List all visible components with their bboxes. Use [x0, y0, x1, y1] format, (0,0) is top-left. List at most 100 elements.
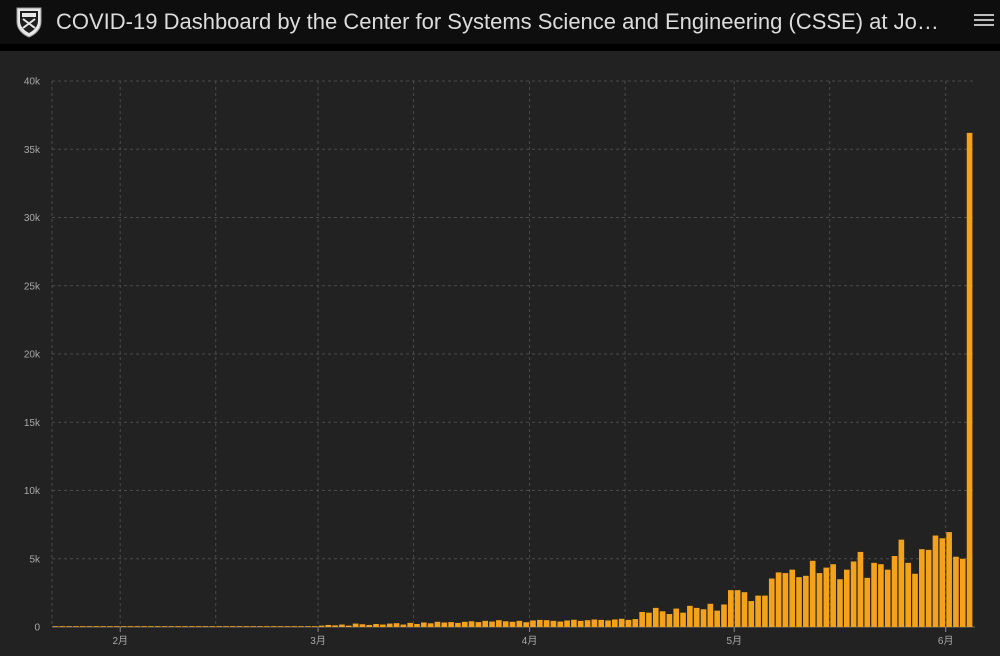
- bar[interactable]: [878, 564, 884, 627]
- bar[interactable]: [366, 624, 373, 627]
- bar[interactable]: [905, 562, 911, 627]
- bar[interactable]: [823, 567, 830, 627]
- bar[interactable]: [93, 626, 100, 627]
- bar[interactable]: [298, 626, 304, 627]
- bar[interactable]: [475, 622, 482, 627]
- bar[interactable]: [195, 626, 202, 627]
- bar[interactable]: [243, 626, 250, 627]
- bar[interactable]: [659, 611, 666, 627]
- bar[interactable]: [291, 626, 297, 627]
- bar[interactable]: [393, 623, 400, 627]
- bar[interactable]: [455, 622, 461, 627]
- bar[interactable]: [59, 626, 66, 627]
- bar[interactable]: [543, 620, 550, 627]
- bar[interactable]: [182, 626, 188, 627]
- bar[interactable]: [837, 579, 843, 627]
- bar[interactable]: [461, 621, 468, 627]
- bar[interactable]: [953, 556, 959, 627]
- bar[interactable]: [966, 132, 973, 627]
- bar[interactable]: [591, 619, 598, 627]
- bar[interactable]: [202, 626, 209, 627]
- bar[interactable]: [407, 622, 413, 627]
- bar[interactable]: [673, 608, 680, 627]
- bar[interactable]: [114, 626, 120, 627]
- bar[interactable]: [236, 626, 243, 627]
- bar[interactable]: [530, 620, 536, 627]
- bar[interactable]: [850, 561, 857, 627]
- bar[interactable]: [223, 626, 229, 627]
- bar[interactable]: [154, 626, 161, 627]
- bar[interactable]: [305, 626, 311, 627]
- bar[interactable]: [189, 626, 195, 627]
- bar[interactable]: [639, 611, 645, 627]
- bar[interactable]: [79, 626, 86, 627]
- bar[interactable]: [318, 625, 325, 627]
- bar[interactable]: [141, 626, 147, 627]
- bar[interactable]: [284, 626, 291, 627]
- bar[interactable]: [52, 626, 59, 627]
- bar[interactable]: [523, 622, 529, 627]
- bar[interactable]: [339, 624, 345, 627]
- bar[interactable]: [796, 577, 802, 627]
- bar[interactable]: [509, 621, 516, 627]
- hamburger-menu-icon[interactable]: [974, 11, 994, 31]
- bar[interactable]: [687, 605, 693, 627]
- bar[interactable]: [441, 622, 448, 627]
- bar[interactable]: [775, 572, 782, 627]
- bar[interactable]: [598, 619, 604, 627]
- bar[interactable]: [264, 626, 270, 627]
- bar[interactable]: [489, 621, 495, 627]
- bar[interactable]: [830, 564, 836, 627]
- bar[interactable]: [728, 590, 734, 627]
- bar[interactable]: [345, 625, 352, 627]
- bar[interactable]: [605, 620, 611, 627]
- bar[interactable]: [700, 609, 707, 627]
- bar[interactable]: [632, 619, 639, 627]
- bar[interactable]: [250, 626, 257, 627]
- bar[interactable]: [536, 619, 543, 627]
- bar[interactable]: [373, 623, 379, 627]
- bar[interactable]: [693, 607, 700, 627]
- bar[interactable]: [762, 595, 768, 627]
- bar[interactable]: [134, 626, 141, 627]
- bar[interactable]: [884, 569, 891, 627]
- bar[interactable]: [359, 624, 366, 627]
- bar[interactable]: [707, 603, 714, 627]
- bar[interactable]: [427, 623, 434, 627]
- bar[interactable]: [107, 626, 113, 627]
- bar[interactable]: [864, 577, 871, 627]
- bar[interactable]: [161, 626, 168, 627]
- bar[interactable]: [564, 620, 570, 627]
- bar[interactable]: [843, 569, 850, 627]
- bar[interactable]: [421, 622, 427, 627]
- bar[interactable]: [482, 620, 489, 627]
- bar[interactable]: [120, 626, 127, 627]
- bar[interactable]: [721, 604, 727, 627]
- bar[interactable]: [891, 556, 898, 627]
- bar[interactable]: [741, 592, 748, 627]
- bar[interactable]: [871, 562, 877, 627]
- bar[interactable]: [332, 625, 338, 627]
- bar[interactable]: [352, 623, 359, 627]
- bar[interactable]: [325, 624, 332, 627]
- bar[interactable]: [809, 560, 816, 627]
- bar[interactable]: [919, 549, 925, 627]
- bar[interactable]: [680, 612, 686, 627]
- bar[interactable]: [386, 623, 393, 627]
- bar[interactable]: [946, 532, 952, 627]
- bar[interactable]: [448, 622, 454, 627]
- bar[interactable]: [414, 623, 420, 627]
- bar[interactable]: [270, 626, 277, 627]
- bar[interactable]: [959, 558, 966, 627]
- bar[interactable]: [277, 626, 284, 627]
- bar[interactable]: [666, 614, 673, 627]
- bar[interactable]: [571, 619, 577, 627]
- bar[interactable]: [714, 610, 720, 627]
- bar[interactable]: [86, 626, 93, 627]
- bar[interactable]: [502, 621, 509, 627]
- bar[interactable]: [768, 578, 775, 627]
- bar[interactable]: [66, 626, 72, 627]
- bar[interactable]: [468, 621, 475, 627]
- bar[interactable]: [755, 595, 761, 627]
- bar[interactable]: [557, 621, 564, 627]
